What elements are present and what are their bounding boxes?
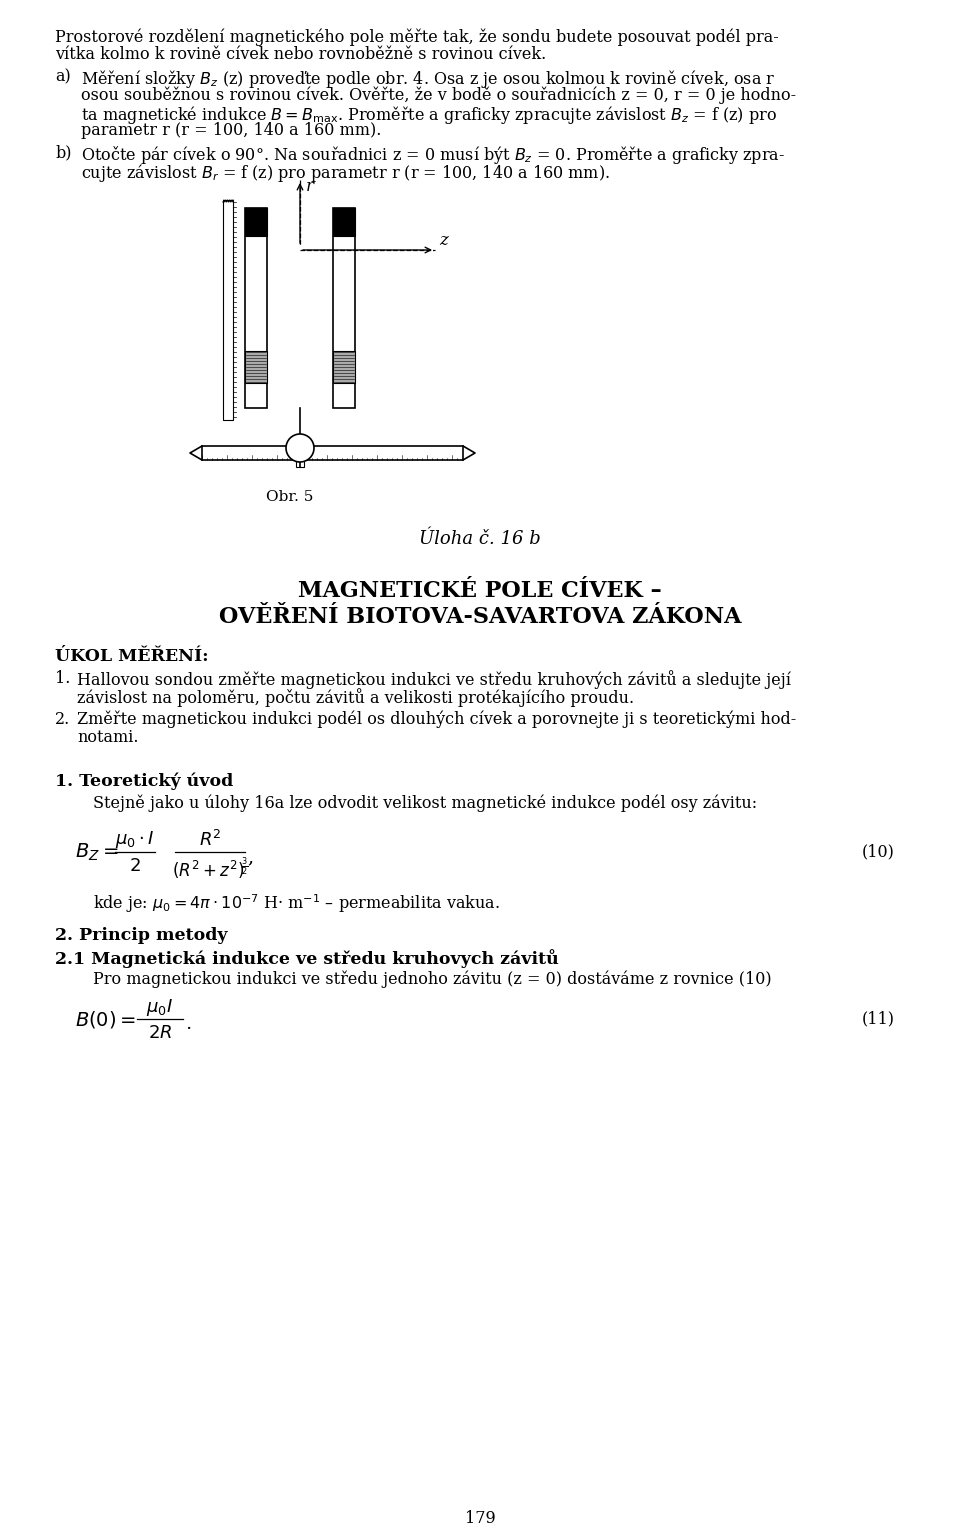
- Text: 2.1 Magnetická indukce ve středu kruhovych závitů: 2.1 Magnetická indukce ve středu kruhovy…: [55, 948, 559, 968]
- Text: $2$: $2$: [130, 858, 141, 875]
- Text: Pro magnetickou indukci ve středu jednoho závitu (z = 0) dostáváme z rovnice (10: Pro magnetickou indukci ve středu jednoh…: [93, 971, 772, 988]
- Text: závislost na poloměru, počtu závitů a velikosti protékajícího proudu.: závislost na poloměru, počtu závitů a ve…: [77, 689, 635, 707]
- Text: 2.: 2.: [55, 712, 70, 729]
- Text: ,: ,: [247, 848, 253, 865]
- Text: OVĚŘENÍ BIOTOVA-SAVARTOVA ZÁKONA: OVĚŘENÍ BIOTOVA-SAVARTOVA ZÁKONA: [219, 606, 741, 629]
- Text: Měření složky $B_z$ (z) proveďte podle obr. 4. Osa z je osou kolmou k rovině cív: Měření složky $B_z$ (z) proveďte podle o…: [81, 68, 776, 91]
- Text: a): a): [55, 68, 71, 85]
- Text: (10): (10): [862, 844, 895, 861]
- Text: notami.: notami.: [77, 729, 138, 745]
- Text: Změřte magnetickou indukci podél os dlouhých cívek a porovnejte ji s teoretickým: Změřte magnetickou indukci podél os dlou…: [77, 712, 796, 729]
- Text: z: z: [439, 232, 447, 249]
- Text: ÚKOL MĚŘENÍ:: ÚKOL MĚŘENÍ:: [55, 649, 208, 666]
- Text: $2R$: $2R$: [148, 1024, 172, 1042]
- Text: .: .: [185, 1014, 191, 1033]
- Text: 179: 179: [465, 1509, 495, 1526]
- Text: 2. Princip metody: 2. Princip metody: [55, 927, 228, 944]
- Text: (11): (11): [862, 1010, 895, 1028]
- Text: Stejně jako u úlohy 16a lze odvodit velikost magnetické indukce podél osy závitu: Stejně jako u úlohy 16a lze odvodit veli…: [93, 795, 757, 812]
- Text: $R^2$: $R^2$: [199, 830, 221, 850]
- Text: r: r: [306, 178, 314, 195]
- Text: vítka kolmo k rovině cívek nebo rovnoběžně s rovinou cívek.: vítka kolmo k rovině cívek nebo rovnoběž…: [55, 46, 546, 63]
- Bar: [245, 207, 267, 237]
- Bar: [245, 207, 267, 407]
- Text: 1.: 1.: [55, 670, 70, 687]
- Text: Prostorové rozdělení magnetického pole měřte tak, že sondu budete posouvat podél: Prostorové rozdělení magnetického pole m…: [55, 28, 779, 46]
- Text: $\mu_0 I$: $\mu_0 I$: [147, 996, 174, 1017]
- Text: 1. Teoretický úvod: 1. Teoretický úvod: [55, 772, 233, 790]
- Circle shape: [286, 433, 314, 463]
- Text: Úloha č. 16 b: Úloha č. 16 b: [420, 530, 540, 549]
- Text: $\mu_0 \cdot I$: $\mu_0 \cdot I$: [115, 830, 155, 850]
- Bar: [245, 350, 267, 383]
- Text: $B(0) =$: $B(0) =$: [75, 1008, 136, 1030]
- Bar: [333, 350, 355, 383]
- Text: b): b): [55, 144, 71, 161]
- Bar: [333, 207, 355, 407]
- Bar: [296, 456, 304, 467]
- Bar: [223, 200, 233, 420]
- Text: kde je: $\mu_0 = 4\pi \cdot 10^{-7}$ H· m$^{-1}$ – permeabilita vakua.: kde je: $\mu_0 = 4\pi \cdot 10^{-7}$ H· …: [93, 891, 500, 915]
- Text: Otočte pár cívek o 90°. Na souřadnici z = 0 musí být $B_z$ = 0. Proměřte a grafi: Otočte pár cívek o 90°. Na souřadnici z …: [81, 144, 785, 166]
- Text: osou souběžnou s rovinou cívek. Ověřte, že v bodě o souřadnicích z = 0, r = 0 je: osou souběžnou s rovinou cívek. Ověřte, …: [81, 86, 796, 103]
- Bar: [202, 446, 463, 460]
- Text: Obr. 5: Obr. 5: [266, 490, 314, 504]
- Text: $\left(R^2 + z^2\right)^{\!\frac{3}{2}}$: $\left(R^2 + z^2\right)^{\!\frac{3}{2}}$: [172, 855, 249, 881]
- Text: MAGNETICKÉ POLE CÍVEK –: MAGNETICKÉ POLE CÍVEK –: [299, 579, 661, 603]
- Text: ta magnetické indukce $B = B_{\mathrm{max}}$. Proměřte a graficky zpracujte závi: ta magnetické indukce $B = B_{\mathrm{ma…: [81, 105, 777, 126]
- Text: Hallovou sondou změřte magnetickou indukci ve středu kruhových závitů a sledujte: Hallovou sondou změřte magnetickou induk…: [77, 670, 791, 689]
- Text: cujte závislost $B_r$ = f (z) pro parametr r (r = 100, 140 a 160 mm).: cujte závislost $B_r$ = f (z) pro parame…: [81, 161, 610, 184]
- Bar: [333, 207, 355, 237]
- Text: parametr r (r = 100, 140 a 160 mm).: parametr r (r = 100, 140 a 160 mm).: [81, 121, 381, 138]
- Text: $B_Z =$: $B_Z =$: [75, 841, 118, 862]
